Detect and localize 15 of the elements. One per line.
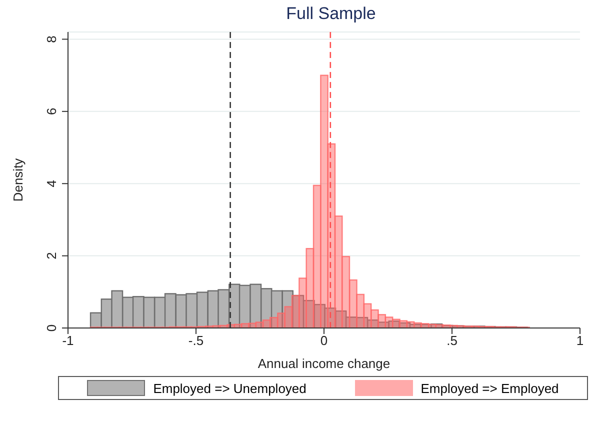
legend-label: Employed => Unemployed — [153, 380, 306, 396]
x-tick-label: .5 — [446, 333, 458, 348]
x-axis-title: Annual income change — [258, 356, 390, 371]
y-axis-title: Density — [10, 158, 26, 202]
y-tick-label: 4 — [44, 180, 59, 188]
y-tick-label: 6 — [44, 108, 59, 116]
x-tick-label: -1 — [62, 333, 74, 348]
x-tick-label: -.5 — [188, 333, 204, 348]
y-tick-label: 2 — [44, 252, 59, 260]
x-tick-label: 1 — [576, 333, 584, 348]
y-tick-label: 8 — [44, 36, 59, 43]
y-tick-label: 0 — [44, 324, 59, 332]
chart-title: Full Sample — [285, 4, 377, 24]
legend-label: Employed => Employed — [420, 380, 559, 396]
x-tick-label: 0 — [320, 333, 328, 348]
